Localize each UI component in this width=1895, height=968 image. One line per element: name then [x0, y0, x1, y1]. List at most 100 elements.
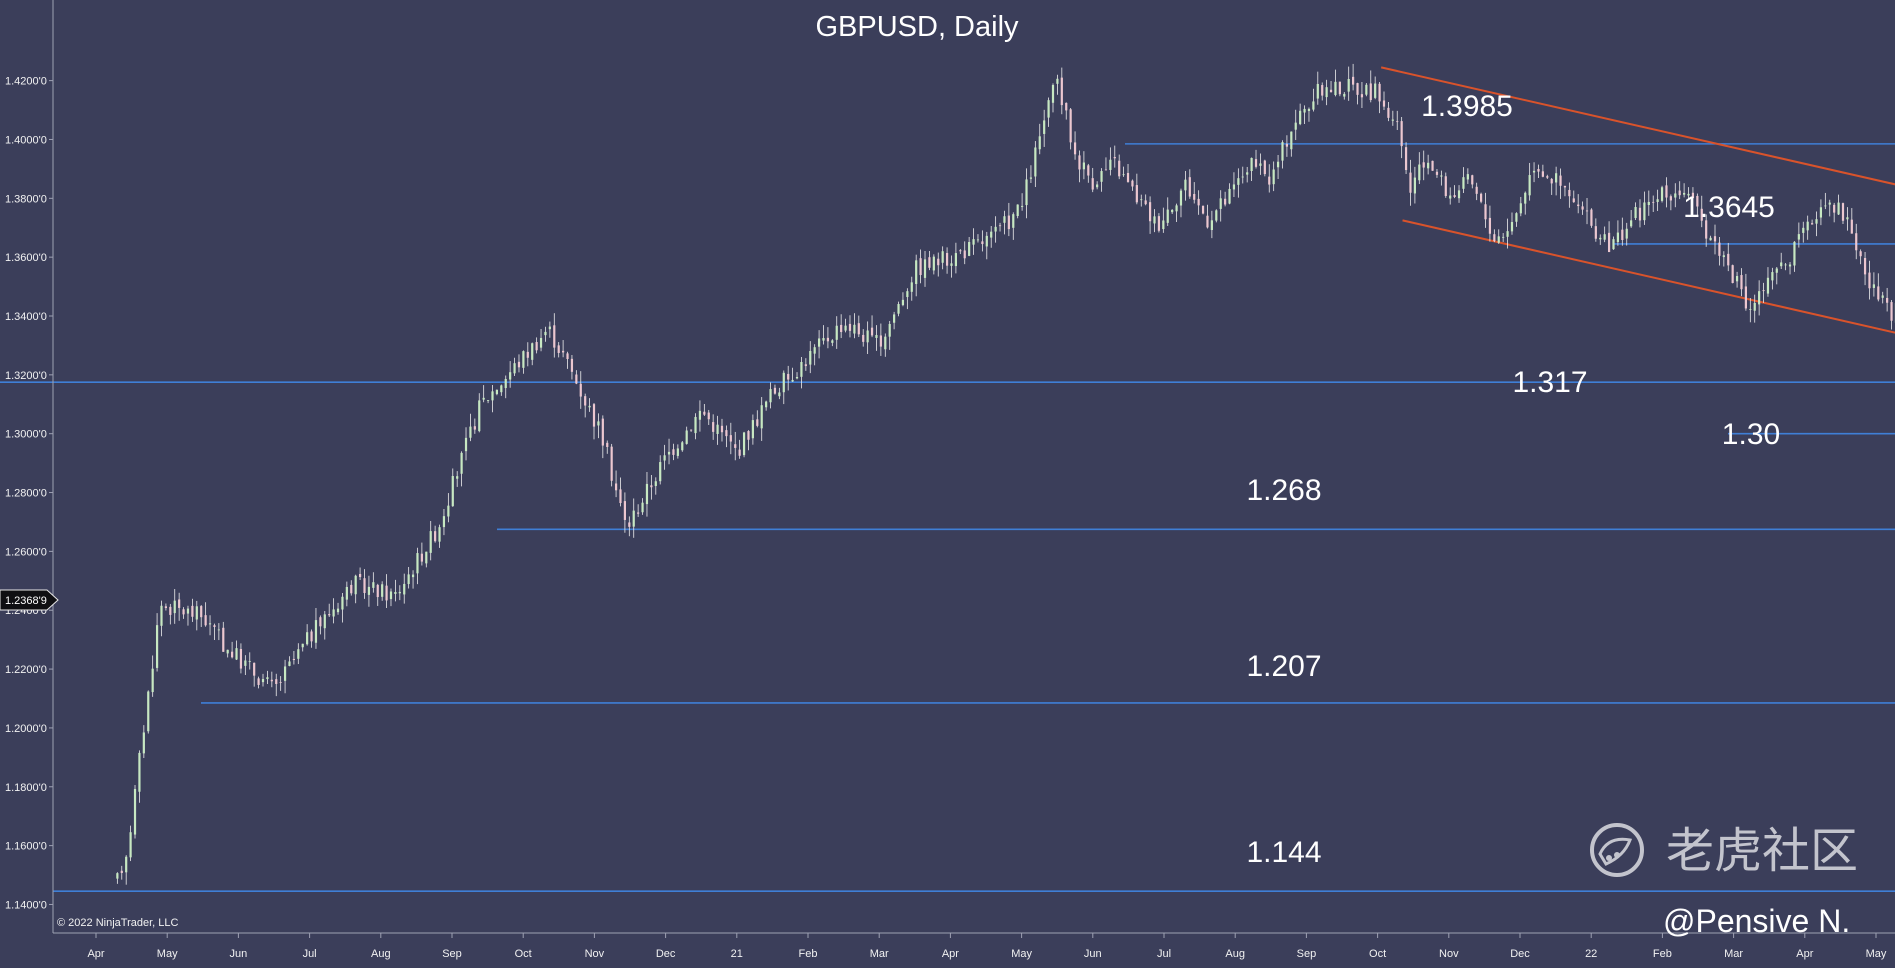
candle-body — [191, 606, 193, 617]
candle-body — [1290, 132, 1292, 150]
candle-body — [588, 406, 590, 407]
candle-body — [1595, 226, 1597, 239]
candle-body — [942, 251, 944, 263]
candle-body — [655, 481, 657, 486]
x-tick-label-14: Jun — [1084, 948, 1102, 960]
candle-body — [624, 501, 626, 520]
candle-body — [1083, 163, 1085, 170]
candle-body — [416, 553, 418, 573]
candle-body — [1868, 273, 1870, 289]
candle-body — [1299, 111, 1301, 124]
candle-body — [1153, 216, 1155, 223]
x-tick-label-25: May — [1866, 948, 1887, 960]
candle-body — [1529, 175, 1531, 195]
candle-body — [1842, 203, 1844, 221]
candle-body — [986, 236, 988, 247]
candle-body — [995, 227, 997, 232]
candle-body — [862, 335, 864, 342]
candle-body — [1387, 108, 1389, 118]
candle-body — [1546, 176, 1548, 177]
candle-body — [257, 678, 259, 685]
candle-body — [1498, 236, 1500, 242]
candle-body — [1312, 101, 1314, 109]
x-tick-label-20: Dec — [1510, 948, 1530, 960]
candle-body — [1405, 147, 1407, 170]
candle-body — [1807, 222, 1809, 231]
candle-body — [553, 325, 555, 347]
candle-body — [867, 330, 869, 342]
candle-body — [1833, 205, 1835, 213]
candle-body — [262, 679, 264, 682]
candle-body — [1789, 265, 1791, 267]
x-tick-label-18: Oct — [1369, 948, 1386, 960]
candle-body — [1308, 109, 1310, 111]
candle-body — [959, 250, 961, 251]
x-tick-label-2: Jun — [230, 948, 248, 960]
candle-body — [1277, 162, 1279, 168]
x-tick-label-17: Sep — [1297, 948, 1317, 960]
candle-body — [1793, 242, 1795, 266]
candle-body — [1484, 204, 1486, 219]
candle-body — [1334, 82, 1336, 95]
candle-body — [1012, 214, 1014, 228]
candle-body — [593, 404, 595, 426]
candle-body — [1365, 85, 1367, 95]
last-price-label: 1.2368'9 — [5, 595, 47, 607]
x-tick-label-13: May — [1011, 948, 1032, 960]
candle-body — [1303, 109, 1305, 113]
candle-body — [880, 335, 882, 346]
candle-body — [505, 379, 507, 388]
candle-body — [1030, 177, 1032, 178]
candle-body — [1356, 83, 1358, 95]
candle-body — [1056, 79, 1058, 84]
candle-body — [1736, 276, 1738, 281]
candle-body — [1220, 198, 1222, 209]
x-tick-label-16: Aug — [1225, 948, 1245, 960]
candle-body — [152, 669, 154, 692]
level-label-3: 1.30 — [1722, 418, 1780, 451]
candle-body — [1206, 216, 1208, 228]
candle-body — [1732, 265, 1734, 283]
candle-body — [1242, 177, 1244, 178]
candle-body — [1648, 202, 1650, 205]
candle-body — [919, 258, 921, 275]
candle-body — [708, 413, 710, 420]
candle-body — [968, 242, 970, 256]
candle-body — [668, 452, 670, 455]
candle-body — [1065, 103, 1067, 111]
candle-body — [690, 430, 692, 431]
candle-body — [774, 388, 776, 394]
candle-body — [513, 363, 515, 373]
candle-body — [1511, 222, 1513, 231]
candle-body — [1436, 172, 1438, 175]
candle-body — [130, 832, 132, 857]
candle-body — [1555, 173, 1557, 182]
candle-body — [1131, 181, 1133, 187]
candle-body — [902, 300, 904, 305]
candle-body — [1551, 179, 1553, 183]
candle-body — [1228, 189, 1230, 204]
candle-body — [1052, 85, 1054, 103]
candle-body — [1462, 177, 1464, 189]
candle-body — [377, 585, 379, 597]
candle-body — [836, 326, 838, 340]
candle-body — [1577, 205, 1579, 206]
candle-body — [884, 337, 886, 350]
candle-body — [549, 327, 551, 330]
x-tick-label-3: Jul — [303, 948, 317, 960]
candle-body — [730, 435, 732, 441]
candle-body — [213, 625, 215, 627]
candle-body — [897, 304, 899, 314]
candle-body — [1586, 211, 1588, 212]
candle-body — [280, 682, 282, 683]
candle-body — [1489, 218, 1491, 234]
candle-body — [231, 652, 233, 658]
candle-body — [350, 585, 352, 593]
candle-body — [403, 584, 405, 595]
candle-body — [394, 592, 396, 594]
candle-body — [324, 614, 326, 628]
candle-body — [1189, 177, 1191, 196]
candle-body — [1061, 78, 1063, 105]
level-label-2: 1.317 — [1512, 366, 1587, 399]
candle-body — [606, 443, 608, 447]
